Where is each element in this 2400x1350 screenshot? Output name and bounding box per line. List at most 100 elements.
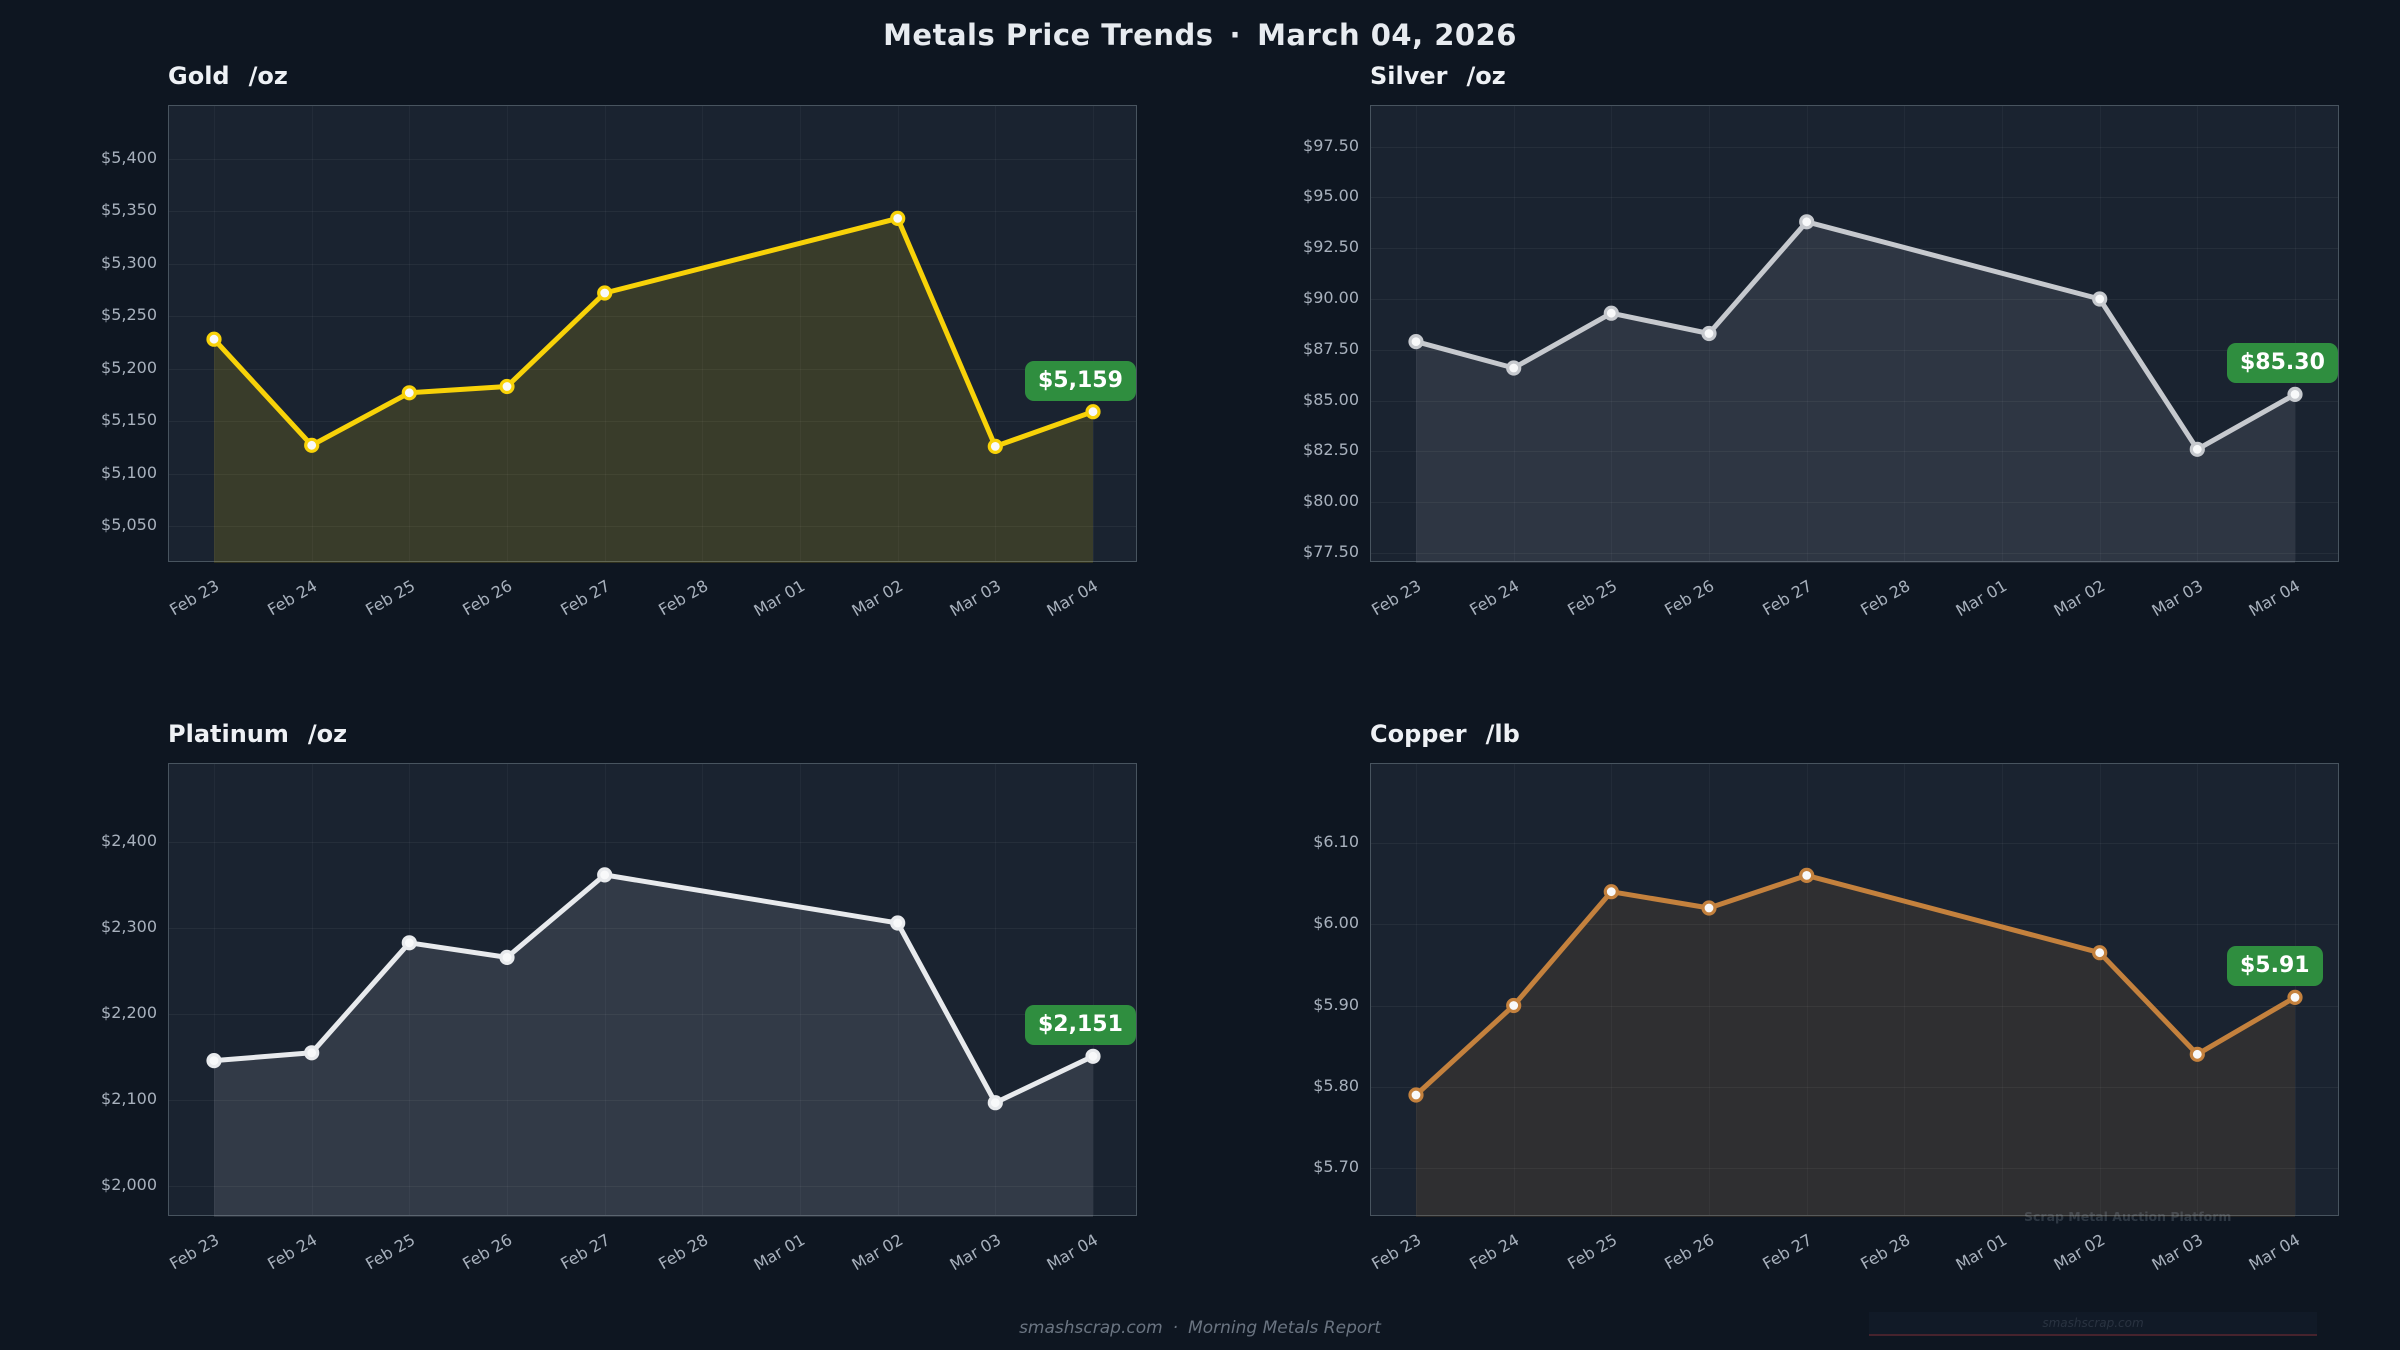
data-point-marker: [890, 915, 906, 931]
gridline-vertical: [604, 764, 606, 1215]
y-tick-label: $5,300: [101, 252, 157, 272]
gridline-horizontal: [169, 928, 1136, 930]
gridline-vertical: [311, 764, 313, 1215]
x-tick-label: Feb 28: [1856, 1230, 1913, 1274]
gridline-horizontal: [169, 842, 1136, 844]
x-tick-label: Mar 04: [1043, 1230, 1102, 1275]
gridline-vertical: [1806, 106, 1808, 561]
data-point-marker: [2287, 989, 2303, 1005]
data-point-marker: [499, 949, 515, 965]
x-tick-label: Feb 28: [654, 1230, 711, 1274]
x-tick-label: Mar 04: [2245, 576, 2304, 621]
series-area-fill: [1416, 875, 2295, 1217]
gridline-vertical: [1093, 106, 1094, 561]
gridline-vertical: [897, 764, 899, 1215]
x-tick-label: Mar 01: [750, 1230, 809, 1275]
page-footer: smashscrap.com · Morning Metals Report: [0, 1318, 2400, 1338]
gridline-horizontal: [1371, 451, 2338, 453]
gridline-vertical: [1416, 764, 1417, 1215]
series-line: [211, 872, 1096, 1106]
y-tick-label: $5,250: [101, 305, 157, 325]
chart-unit-label: /oz: [307, 720, 348, 748]
y-tick-label: $5,200: [101, 357, 157, 377]
chart-svg: [1408, 867, 2303, 1217]
data-point-marker: [2189, 441, 2205, 457]
data-point-marker: [206, 331, 222, 347]
x-tick-label: Feb 23: [1368, 576, 1425, 620]
data-point-marker: [1701, 325, 1717, 342]
x-tick-label: Mar 03: [946, 576, 1004, 621]
series-line: [1413, 219, 2298, 452]
y-tick-label: $80.00: [1303, 491, 1359, 511]
gridline-vertical: [2295, 106, 2296, 561]
x-tick-label: Feb 25: [361, 1230, 418, 1274]
plot-area: $5.91: [1370, 763, 2339, 1217]
x-axis: Feb 23 Feb 24 Feb 25 Feb 26 Feb 27 Feb 28 Mar …: [1368, 570, 2337, 640]
gridline-horizontal: [1371, 197, 2338, 199]
gridline-vertical: [2099, 764, 2101, 1215]
x-tick-label: Feb 25: [1563, 576, 1620, 620]
data-point-marker: [1408, 1087, 1424, 1103]
data-point-marker: [206, 1053, 222, 1069]
series-line: [1413, 872, 2298, 1098]
chart-metal-name: Gold: [168, 62, 230, 90]
gridline-horizontal: [1371, 400, 2338, 402]
x-tick-label: Mar 01: [1952, 1230, 2011, 1275]
x-tick-label: Mar 04: [1043, 576, 1102, 621]
gridline-horizontal: [1371, 1168, 2338, 1170]
gridline-vertical: [409, 764, 411, 1215]
data-point-marker: [1506, 997, 1522, 1014]
watermark-site: smashscrap.com: [2042, 1316, 2144, 1330]
y-tick-label: $2,200: [101, 1003, 157, 1023]
gridline-vertical: [1709, 764, 1710, 1215]
x-tick-label: Mar 02: [848, 1230, 907, 1275]
y-tick-label: $5.80: [1313, 1075, 1359, 1095]
x-tick-label: Feb 26: [459, 576, 516, 620]
gridline-vertical: [702, 764, 704, 1215]
x-tick-label: Feb 25: [361, 576, 418, 620]
data-point-marker: [890, 210, 906, 227]
x-tick-label: Feb 28: [1856, 576, 1913, 620]
y-tick-label: $87.50: [1303, 338, 1359, 358]
watermark-tagline: Scrap Metal Auction Platform: [2024, 1209, 2232, 1224]
x-tick-label: Feb 24: [264, 576, 321, 620]
gridline-vertical: [1513, 106, 1515, 561]
gridline-horizontal: [1371, 146, 2338, 148]
gridline-horizontal: [169, 526, 1136, 528]
gridline-horizontal: [169, 1014, 1136, 1016]
gridline-horizontal: [1371, 349, 2338, 351]
gridline-vertical: [800, 764, 801, 1215]
gridline-horizontal: [169, 263, 1136, 265]
chart-title: Platinum/oz: [168, 720, 347, 748]
x-tick-label: Feb 23: [166, 1230, 223, 1274]
y-tick-label: $85.00: [1303, 389, 1359, 409]
data-point-marker: [1085, 1048, 1101, 1064]
x-tick-label: Feb 24: [264, 1230, 321, 1274]
plot-area: $5,159: [168, 105, 1137, 563]
data-point-marker: [499, 378, 515, 395]
chart-panel: Copper/lb $5.70 $5.80 $5.90 $6.00 $6.10 $5.9…: [1295, 696, 2400, 1346]
chart-svg: [206, 210, 1101, 563]
gridline-horizontal: [169, 211, 1136, 213]
y-tick-label: $77.50: [1303, 541, 1359, 561]
chart-panel: Silver/oz $77.50 $80.00 $82.50 $85.00 $87.50…: [1295, 38, 2400, 688]
y-tick-label: $5,350: [101, 200, 157, 220]
data-point-marker: [304, 437, 320, 453]
x-tick-label: Mar 01: [1952, 576, 2011, 621]
x-tick-label: Feb 27: [1759, 576, 1816, 620]
gridline-vertical: [2099, 106, 2101, 561]
chart-unit-label: /oz: [248, 62, 288, 90]
gridline-horizontal: [1371, 552, 2338, 554]
y-tick-label: $6.10: [1313, 831, 1359, 851]
chart-panel: Platinum/oz $2,000 $2,100 $2,200 $2,300 $2,4…: [93, 696, 1203, 1346]
title-separator-dot: ·: [1229, 18, 1242, 52]
y-tick-label: $5,400: [101, 147, 157, 167]
x-tick-label: Mar 02: [2050, 1230, 2109, 1275]
gridline-vertical: [1806, 764, 1808, 1215]
gridline-horizontal: [1371, 1086, 2338, 1088]
page-title-text: Metals Price Trends: [883, 18, 1214, 52]
data-point-marker: [304, 1045, 320, 1061]
gridline-horizontal: [169, 316, 1136, 318]
gridline-horizontal: [1371, 248, 2338, 250]
